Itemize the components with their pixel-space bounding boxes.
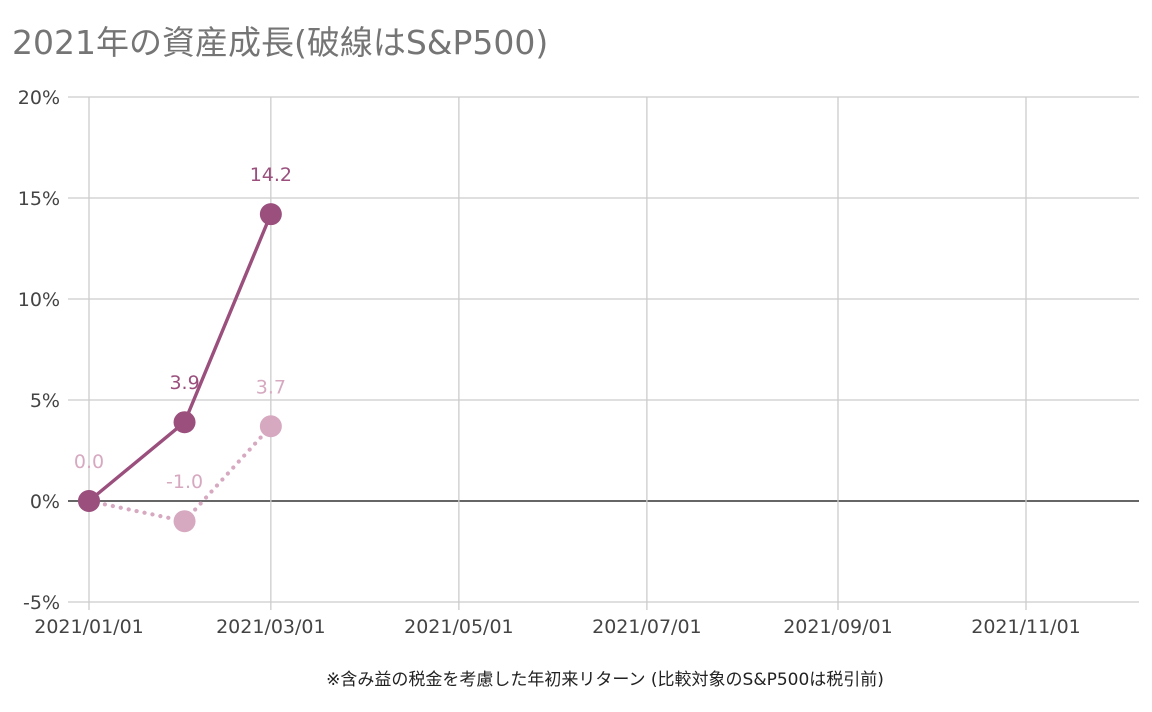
data-point [173, 510, 196, 533]
x-tick-label: 2021/03/01 [216, 616, 326, 638]
data-label: 3.9 [169, 372, 199, 394]
grid [68, 96, 1139, 610]
data-point [173, 411, 196, 434]
series-line [87, 212, 273, 503]
x-tick-label: 2021/01/01 [34, 616, 144, 638]
data-label: 14.2 [250, 164, 292, 186]
x-axis-ticks: 2021/01/01 2021/03/01 2021/05/01 2021/07/01… [34, 616, 1081, 638]
data-point [78, 490, 100, 512]
data-labels: 3.9 14.2 0.0 -1.0 3.7 [74, 164, 292, 493]
y-tick-label: 0% [30, 491, 60, 513]
x-tick-label: 2021/07/01 [592, 616, 702, 638]
y-tick-label: 10% [18, 289, 60, 311]
data-label: 0.0 [74, 451, 104, 473]
x-axis-label: ※含み益の税金を考慮した年初来リターン (比較対象のS&P500は税引前) [326, 670, 884, 690]
data-label: -1.0 [166, 471, 203, 493]
data-point [259, 415, 282, 438]
data-point [259, 203, 282, 226]
series-1 [78, 203, 282, 512]
y-axis-ticks: 20% 15% 10% 5% 0% -5% [18, 87, 60, 614]
chart-title: 2021年の資産成長(破線はS&P500) [12, 23, 548, 62]
y-tick-label: -5% [23, 592, 60, 614]
x-tick-label: 2021/11/01 [971, 616, 1081, 638]
x-tick-label: 2021/09/01 [783, 616, 893, 638]
y-tick-label: 20% [18, 87, 60, 109]
data-label: 3.7 [256, 376, 286, 398]
x-tick-label: 2021/05/01 [404, 616, 514, 638]
series-group [78, 203, 282, 533]
y-tick-label: 5% [30, 390, 60, 412]
y-tick-label: 15% [18, 188, 60, 210]
